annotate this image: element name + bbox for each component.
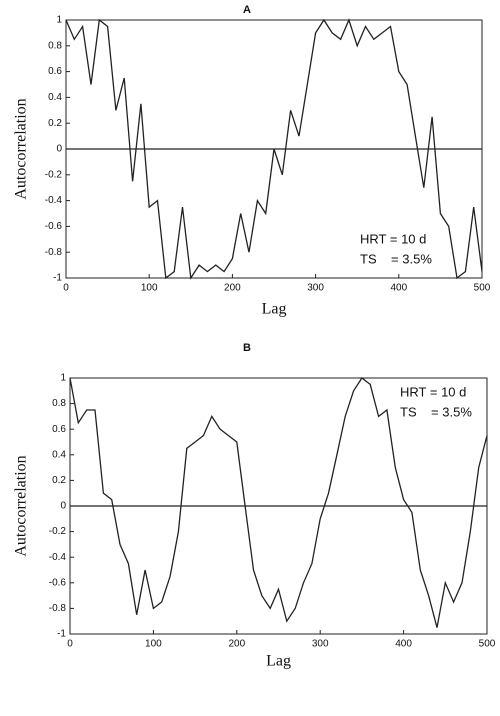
x-tick-label: 300 (307, 283, 324, 294)
y-tick-label: -1 (57, 629, 66, 640)
x-tick-label: 500 (474, 283, 491, 294)
panel-title: A (243, 4, 251, 16)
y-tick-label: 0.8 (48, 40, 62, 51)
y-tick-label: -0.2 (45, 169, 63, 180)
y-tick-label: 0 (56, 144, 62, 155)
y-tick-label: -0.4 (49, 552, 67, 563)
y-tick-label: 0.2 (52, 475, 66, 486)
x-axis-label: Lag (262, 301, 287, 318)
y-tick-label: -0.2 (49, 526, 67, 537)
annotation: TS = 3.5% (400, 404, 472, 419)
y-tick-label: -0.8 (49, 603, 67, 614)
y-tick-label: 1 (60, 373, 66, 384)
y-tick-label: -0.6 (49, 577, 67, 588)
annotation: HRT = 10 d (360, 231, 426, 246)
x-tick-label: 400 (395, 639, 412, 650)
x-tick-label: 0 (67, 639, 73, 650)
y-tick-label: 0.6 (48, 66, 62, 77)
y-axis-label: Autocorrelation (13, 455, 30, 556)
data-line (65, 18, 483, 280)
y-tick-label: -1 (53, 273, 62, 284)
y-tick-label: 0.6 (52, 424, 66, 435)
x-tick-label: 100 (141, 283, 158, 294)
x-tick-label: 0 (63, 283, 69, 294)
data-line (69, 377, 488, 628)
x-tick-label: 100 (145, 639, 162, 650)
x-axis-label: Lag (266, 653, 291, 670)
panel-title: B (243, 342, 251, 354)
y-axis-label: Autocorrelation (13, 98, 30, 199)
y-tick-label: 0.8 (52, 398, 66, 409)
x-tick-label: 500 (479, 639, 496, 650)
x-tick-label: 200 (224, 283, 241, 294)
x-tick-label: 300 (312, 639, 329, 650)
y-tick-label: -0.8 (45, 247, 63, 258)
y-tick-label: -0.4 (45, 195, 63, 206)
annotation: TS = 3.5% (360, 251, 432, 266)
x-tick-label: 400 (390, 283, 407, 294)
y-tick-label: 0.4 (52, 449, 66, 460)
y-tick-label: 0.2 (48, 118, 62, 129)
annotation: HRT = 10 d (400, 384, 466, 399)
y-tick-label: -0.6 (45, 221, 63, 232)
y-tick-label: 1 (56, 15, 62, 26)
y-tick-label: 0.4 (48, 92, 62, 103)
y-tick-label: 0 (60, 501, 66, 512)
x-tick-label: 200 (228, 639, 245, 650)
